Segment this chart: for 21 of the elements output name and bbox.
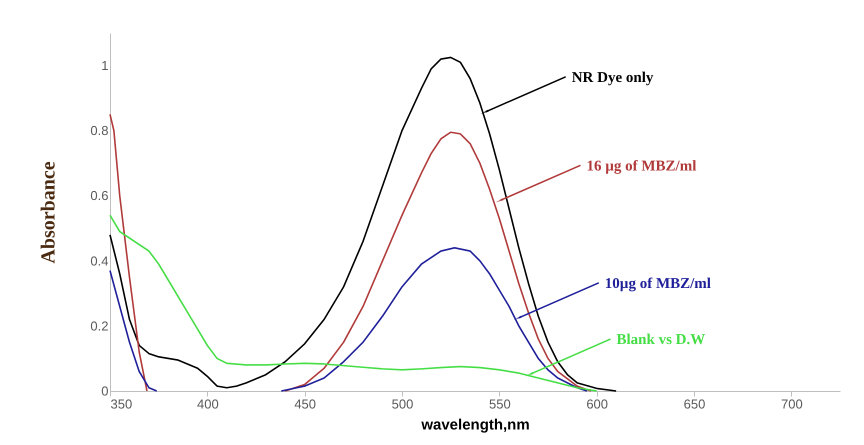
x-tick-label: 350 (110, 396, 132, 412)
x-tick-label: 700 (780, 396, 803, 412)
x-tick-label: 600 (586, 396, 608, 412)
x-tick-label: 450 (294, 396, 316, 412)
x-tick-label: 500 (392, 396, 414, 412)
x-tick-label: 650 (684, 396, 706, 412)
annotation: Blank vs D.W (616, 332, 706, 348)
x-axis-title: wavelength,nm (420, 416, 530, 434)
y-tick-label: 0 (101, 384, 108, 398)
y-tick-label: 0.2 (90, 318, 108, 334)
y-tick-label: 1 (101, 58, 108, 74)
x-tick-label: 400 (196, 396, 219, 412)
annotation: NR Dye only (572, 70, 654, 86)
annotation: 10µg of MBZ/ml (604, 276, 711, 292)
y-tick-label: 0.4 (90, 253, 108, 268)
line-series (109, 214, 598, 392)
x-tick-label: 550 (488, 396, 511, 412)
y-tick-label: 0.6 (90, 188, 108, 204)
y-axis-title: Absorbance (37, 161, 60, 264)
y-tick-label: 0.8 (90, 123, 108, 138)
annotation: 16 µg of MBZ/ml (586, 158, 696, 174)
